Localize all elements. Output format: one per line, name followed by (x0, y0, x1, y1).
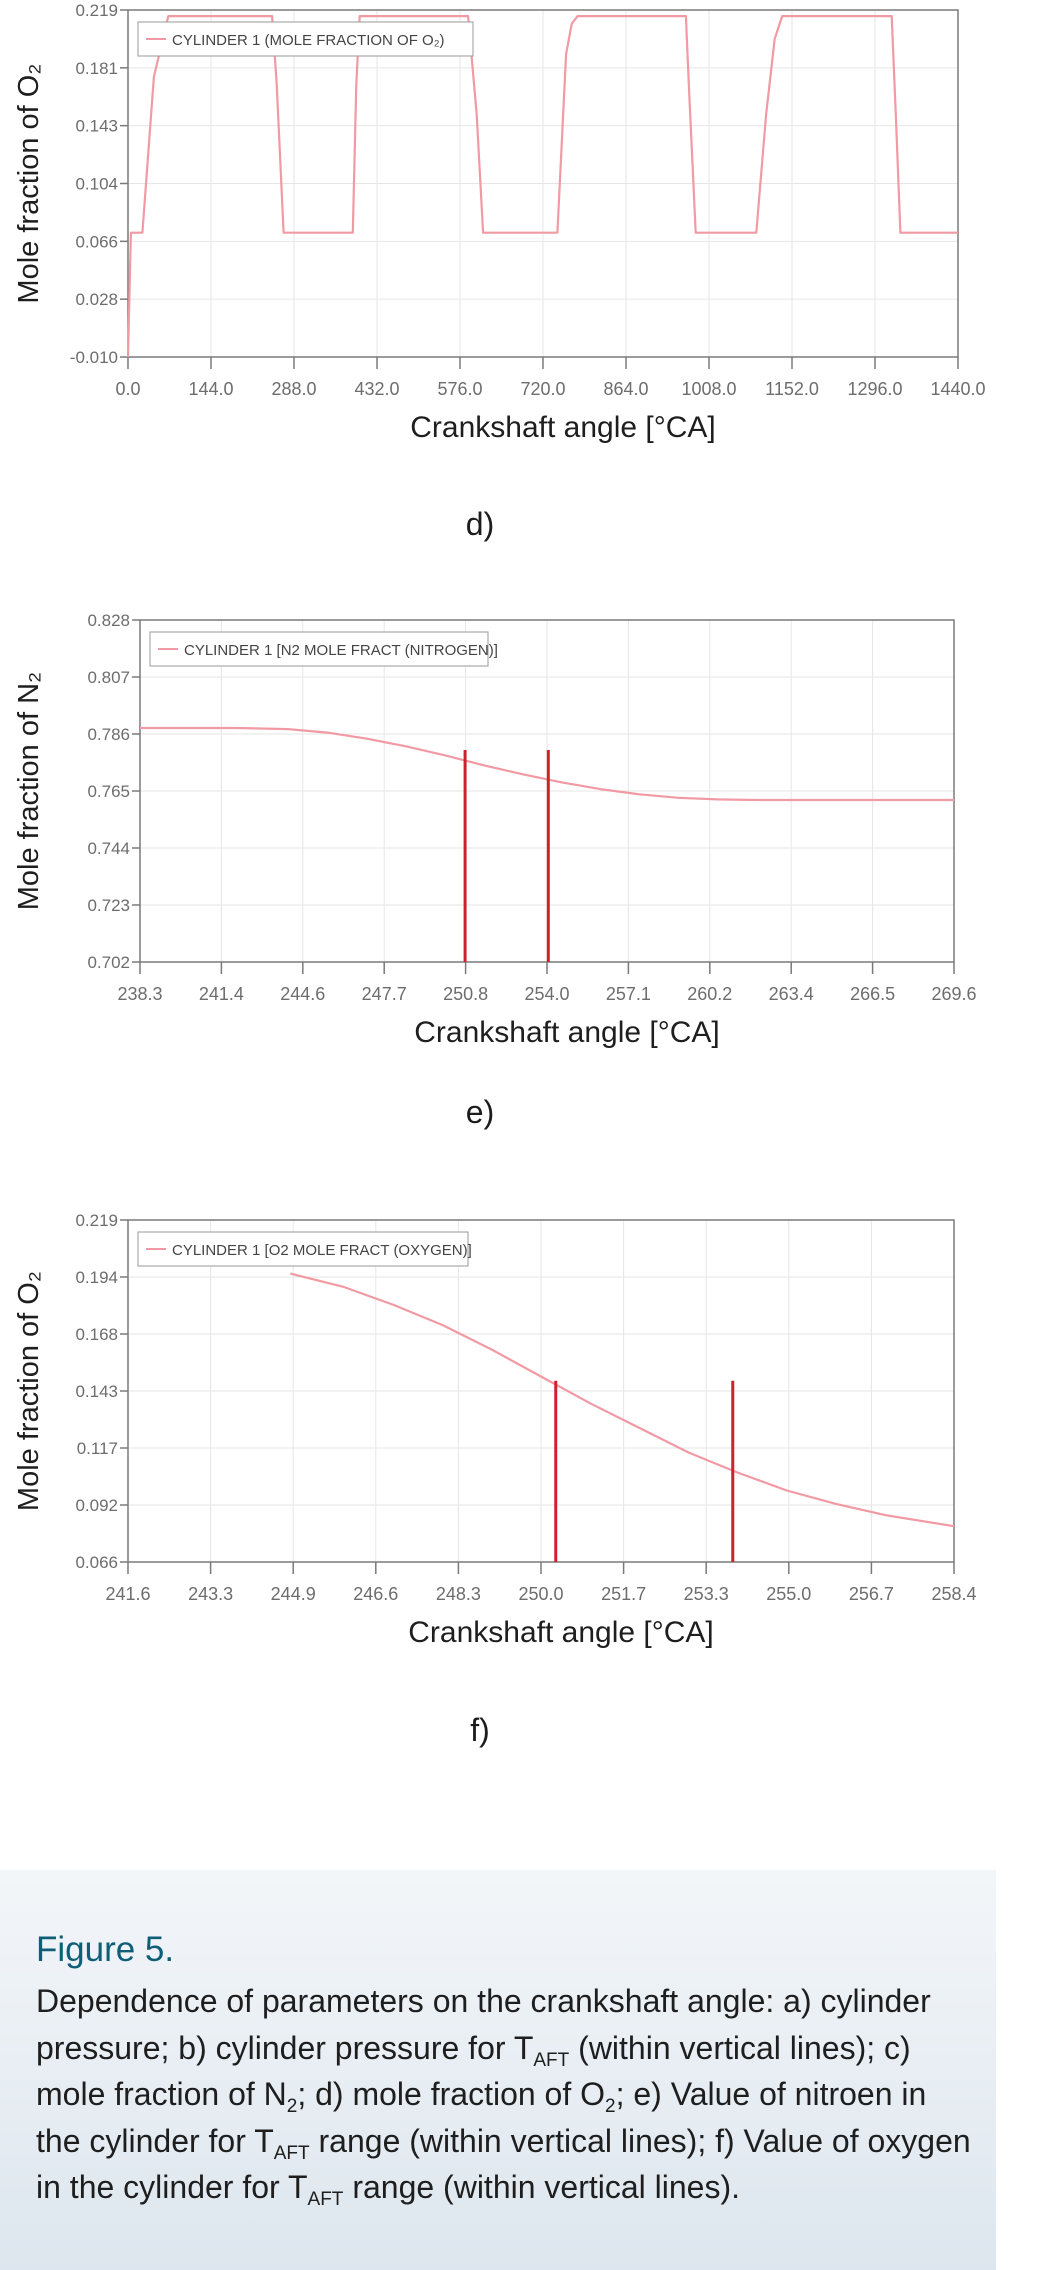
panel-f: 0.219 0.194 0.168 0.143 0.117 0.092 0.066 241.6… (0, 1200, 1046, 1760)
chart-e-xlabel: Crankshaft angle [°CA] (414, 1016, 719, 1049)
panel-label-e: e) (465, 1094, 495, 1130)
chart-d-ylabel: Mole fraction of O₂ (13, 63, 45, 303)
chart-f-xlabel: Crankshaft angle [°CA] (408, 1616, 713, 1649)
caption-body: Dependence of parameters on the cranksha… (36, 1983, 971, 2210)
chart-f-xtick-label: 251.7 (601, 1584, 646, 1604)
chart-d-ytick-label: 0.028 (75, 290, 118, 309)
chart-e-ylabel: Mole fraction of N₂ (13, 672, 45, 911)
chart-e-xtick-label: 238.3 (117, 984, 162, 1004)
chart-f-legend-label: CYLINDER 1 [O2 MOLE FRACT (OXYGEN)] (172, 1242, 472, 1259)
chart-e-ytick-label: 0.702 (87, 953, 130, 972)
chart-f-ytick-label: 0.219 (75, 1211, 118, 1230)
chart-d-xtick-label: 1440.0 (930, 379, 985, 399)
chart-e-xtick-label: 254.0 (524, 984, 569, 1004)
chart-f-series-line (290, 1272, 955, 1528)
chart-e: 0.828 0.807 0.786 0.765 0.744 0.723 0.702 238.3… (13, 611, 977, 1049)
chart-f-ytick-label: 0.194 (75, 1268, 118, 1287)
chart-e-xtick-label: 241.4 (199, 984, 244, 1004)
chart-f-xtick-label: 258.4 (931, 1584, 976, 1604)
chart-e-xtick-label: 269.6 (931, 984, 976, 1004)
chart-f-ytick-label: 0.066 (75, 1553, 118, 1572)
chart-e-series-line (140, 726, 954, 802)
chart-e-legend-label: CYLINDER 1 [N2 MOLE FRACT (NITROGEN)] (184, 642, 498, 659)
chart-d-ytick-label: 0.219 (75, 1, 118, 20)
chart-d-xtick-label: 1008.0 (681, 379, 736, 399)
chart-f-ytick-label: 0.117 (77, 1439, 118, 1458)
chart-d-xtick-label: 1296.0 (847, 379, 902, 399)
chart-f-xtick-label: 255.0 (766, 1584, 811, 1604)
chart-f-xtick-label: 256.7 (849, 1584, 894, 1604)
panel-label-f: f) (470, 1712, 490, 1748)
chart-e-legend-box (149, 631, 489, 667)
panel-label-d: d) (465, 506, 495, 542)
chart-d-xtick-label: 576.0 (437, 379, 482, 399)
chart-f-xtick-label: 241.6 (105, 1584, 150, 1604)
chart-d-ytick-label: 0.181 (75, 59, 118, 78)
chart-d-ytick-label: 0.104 (75, 175, 118, 194)
chart-f-legend-box (137, 1231, 469, 1267)
chart-d: 0.219 0.181 0.143 0.104 0.066 0.028 -0.010 0.0 1… (13, 1, 986, 444)
chart-d-xtick-label: 720.0 (520, 379, 565, 399)
chart-f-xtick-label: 244.9 (271, 1584, 316, 1604)
chart-e-ytick-label: 0.807 (87, 668, 130, 687)
chart-f-ytick-label: 0.092 (75, 1496, 118, 1515)
chart-d-xtick-label: 864.0 (603, 379, 648, 399)
chart-e-ytick-label: 0.765 (87, 782, 130, 801)
figure-caption: Figure 5. Dependence of parameters on th… (0, 1870, 996, 2270)
chart-f-ylabel: Mole fraction of O₂ (13, 1271, 45, 1511)
chart-e-xtick-label: 250.8 (443, 984, 488, 1004)
chart-d-xtick-label: 288.0 (271, 379, 316, 399)
panel-d: 0.219 0.181 0.143 0.104 0.066 0.028 -0.010 0.0 1… (0, 0, 1046, 560)
chart-d-ytick-label: 0.066 (75, 232, 118, 251)
chart-d-xlabel: Crankshaft angle [°CA] (410, 411, 715, 444)
chart-f-xtick-label: 243.3 (188, 1584, 233, 1604)
chart-f-xtick-label: 246.6 (353, 1584, 398, 1604)
chart-e-ytick-label: 0.786 (87, 725, 130, 744)
chart-f-xtick-label: 253.3 (684, 1584, 729, 1604)
chart-f: 0.219 0.194 0.168 0.143 0.117 0.092 0.066 241.6… (13, 1211, 977, 1649)
chart-d-ytick-label: 0.143 (75, 117, 118, 136)
chart-e-xtick-label: 257.1 (606, 984, 651, 1004)
chart-f-xtick-label: 248.3 (436, 1584, 481, 1604)
chart-e-ytick-label: 0.744 (87, 839, 130, 858)
chart-f-xtick-label: 250.0 (518, 1584, 563, 1604)
panel-e: 0.828 0.807 0.786 0.765 0.744 0.723 0.702 238.3… (0, 600, 1046, 1160)
chart-e-xtick-label: 260.2 (687, 984, 732, 1004)
chart-d-xtick-label: 144.0 (188, 379, 233, 399)
chart-f-ytick-label: 0.168 (75, 1325, 118, 1344)
chart-e-xtick-label: 266.5 (850, 984, 895, 1004)
chart-e-ytick-label: 0.723 (87, 896, 130, 915)
chart-d-xtick-label: 0.0 (115, 379, 140, 399)
caption-title: Figure 5. (36, 1930, 175, 1969)
chart-d-xtick-label: 432.0 (354, 379, 399, 399)
chart-f-ytick-label: 0.143 (75, 1382, 118, 1401)
chart-d-series-line (126, 15, 958, 358)
chart-e-ytick-label: 0.828 (87, 611, 130, 630)
chart-d-ytick-label: -0.010 (70, 348, 118, 367)
chart-e-xtick-label: 263.4 (769, 984, 814, 1004)
chart-e-xtick-label: 247.7 (362, 984, 407, 1004)
chart-d-legend-box (137, 21, 474, 57)
chart-d-legend-label: CYLINDER 1 (MOLE FRACTION OF O₂) (172, 32, 445, 49)
chart-e-xtick-label: 244.6 (280, 984, 325, 1004)
chart-d-xtick-label: 1152.0 (765, 379, 819, 399)
